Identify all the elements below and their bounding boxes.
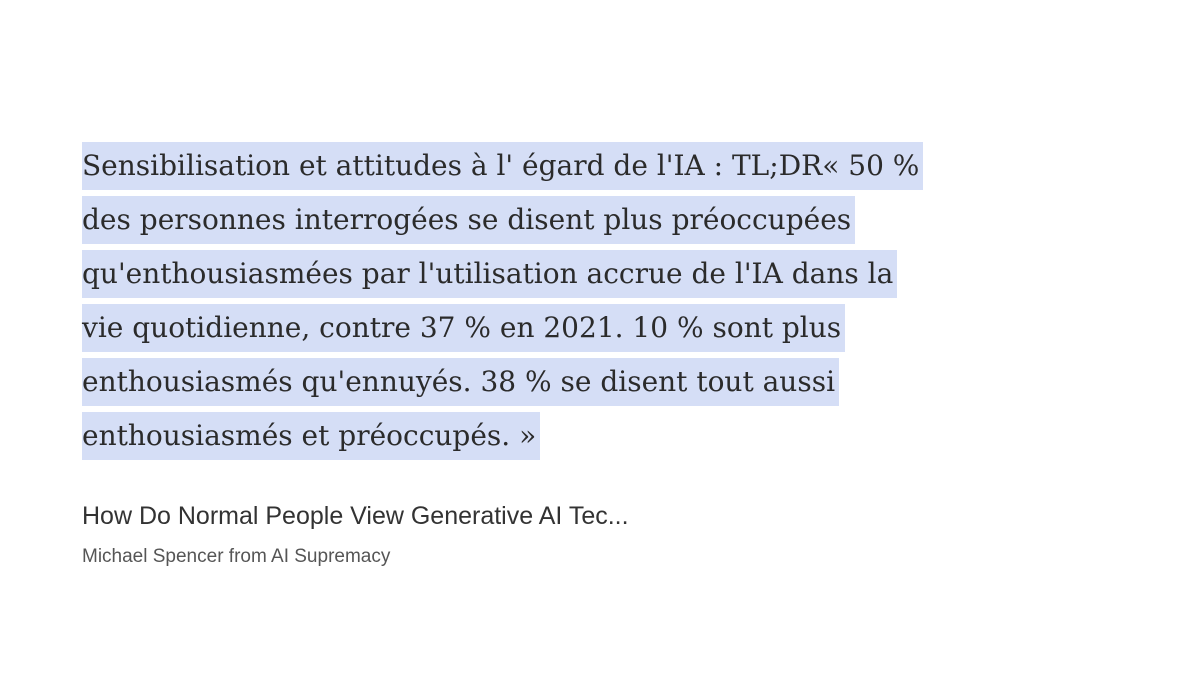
quote-line: vie quotidienne, contre 37 % en 2021. 10… bbox=[82, 304, 846, 352]
quote-line: Sensibilisation et attitudes à l' égard … bbox=[82, 142, 924, 190]
quote: Sensibilisation et attitudes à l' égard … bbox=[82, 142, 924, 466]
quote-line: enthousiasmés et préoccupés. » bbox=[82, 412, 541, 460]
quote-line: enthousiasmés qu'ennuyés. 38 % se disent… bbox=[82, 358, 840, 406]
source-author: Michael Spencer from AI Supremacy bbox=[82, 546, 391, 567]
quote-line: qu'enthousiasmées par l'utilisation accr… bbox=[82, 250, 898, 298]
source-title: How Do Normal People View Generative AI … bbox=[82, 502, 629, 530]
quote-line: des personnes interrogées se disent plus… bbox=[82, 196, 856, 244]
